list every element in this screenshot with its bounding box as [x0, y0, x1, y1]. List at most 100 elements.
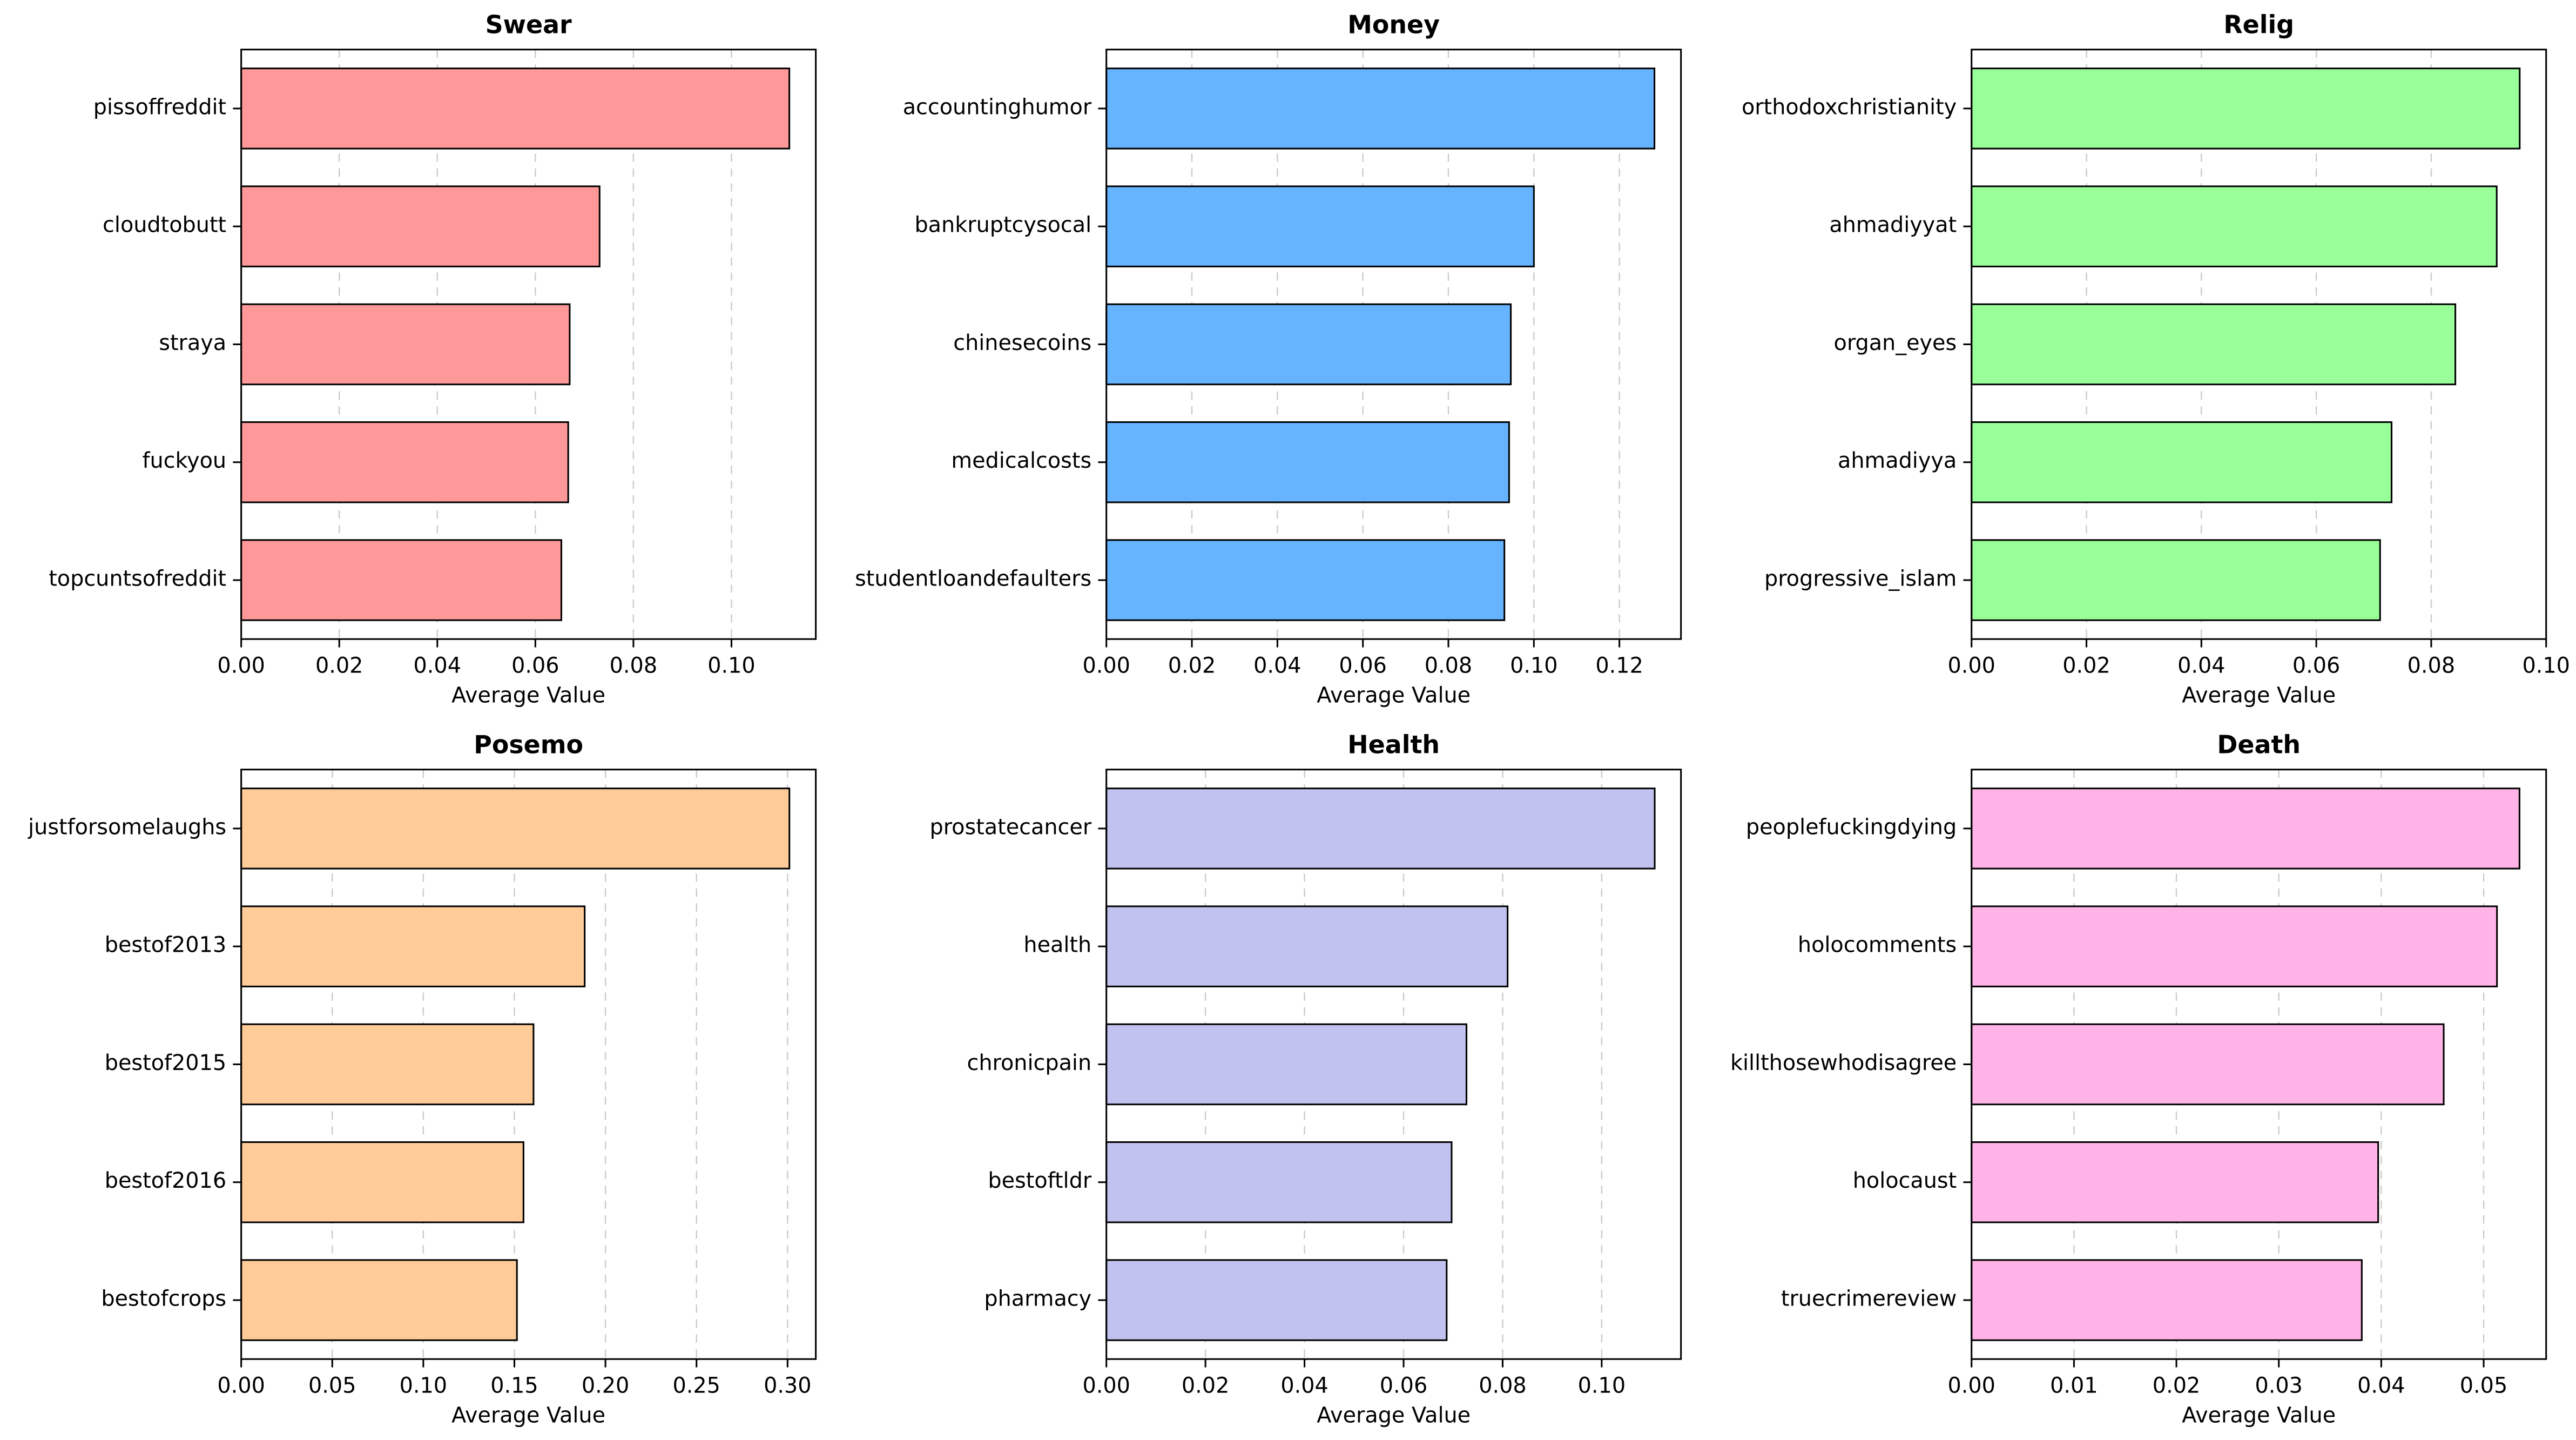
y-tick-label: bestoftldr: [988, 1168, 1091, 1193]
x-axis-label: Average Value: [1317, 1403, 1471, 1428]
x-tick-label: 0.06: [511, 654, 559, 678]
y-tick-label: justforsomelaughs: [28, 815, 226, 839]
bar: [1971, 1023, 2445, 1106]
y-tick-label: bestof2015: [105, 1051, 226, 1075]
bar: [1971, 1259, 2363, 1341]
bar: [240, 1141, 524, 1223]
x-tick-label: 0.04: [414, 654, 461, 678]
bar: [240, 1259, 518, 1341]
x-tick-label: 0.10: [707, 654, 755, 678]
x-tick-label: 0.05: [308, 1374, 356, 1398]
bar: [1105, 788, 1656, 870]
y-tick-label: straya: [159, 331, 226, 355]
x-tick-label: 0.25: [672, 1374, 720, 1398]
plot-frame: [240, 769, 817, 1360]
y-tick-label: studentloandefaulters: [855, 567, 1091, 591]
plot-frame: [1105, 769, 1682, 1360]
plot-frame: [240, 49, 817, 640]
bar: [1971, 68, 2521, 150]
x-tick-label: 0.08: [610, 654, 657, 678]
x-tick-label: 0.02: [1182, 1374, 1229, 1398]
y-tick-label: organ_eyes: [1834, 331, 1957, 355]
y-tick-label: ahmadiyyat: [1829, 213, 1957, 238]
bar: [1105, 68, 1656, 150]
y-tick-label: prostatecancer: [930, 815, 1092, 839]
y-tick-label: fuckyou: [143, 448, 227, 473]
x-tick-label: 0.10: [1510, 654, 1557, 678]
panel-title: Death: [2217, 730, 2301, 759]
y-tick-label: progressive_islam: [1764, 567, 1957, 591]
y-tick-label: health: [1023, 933, 1091, 958]
y-tick-label: truecrimereview: [1781, 1287, 1957, 1311]
panel-title: Money: [1347, 10, 1440, 39]
x-tick-label: 0.10: [400, 1374, 447, 1398]
x-tick-label: 0.04: [1253, 654, 1301, 678]
bar: [240, 539, 562, 621]
x-tick-label: 0.04: [2357, 1374, 2405, 1398]
x-tick-label: 0.06: [1380, 1374, 1427, 1398]
x-tick-label: 0.03: [2255, 1374, 2302, 1398]
bar: [1105, 185, 1535, 267]
y-tick-label: pharmacy: [984, 1287, 1091, 1311]
x-tick-label: 0.04: [1280, 1374, 1328, 1398]
y-tick-label: bankruptcysocal: [914, 213, 1091, 238]
x-axis-label: Average Value: [2182, 683, 2336, 708]
x-tick-label: 0.08: [2408, 654, 2455, 678]
x-tick-label: 0.02: [315, 654, 363, 678]
y-tick-label: medicalcosts: [951, 448, 1091, 473]
y-tick-label: peoplefuckingdying: [1746, 815, 1957, 839]
x-tick-label: 0.00: [217, 1374, 265, 1398]
y-tick-label: bestofcrops: [101, 1287, 226, 1311]
bar: [1105, 1259, 1448, 1341]
bar: [1105, 1141, 1453, 1223]
y-tick-label: chronicpain: [967, 1051, 1092, 1075]
x-tick-label: 0.02: [2062, 654, 2110, 678]
bar: [1105, 1023, 1468, 1106]
x-tick-label: 0.02: [2153, 1374, 2200, 1398]
bar: [240, 303, 571, 386]
x-tick-label: 0.20: [582, 1374, 629, 1398]
x-axis-label: Average Value: [451, 1403, 605, 1428]
bar: [1971, 539, 2381, 621]
y-tick-label: holocaust: [1853, 1168, 1957, 1193]
y-tick-label: bestof2016: [105, 1168, 226, 1193]
y-tick-label: chinesecoins: [953, 331, 1091, 355]
x-axis-label: Average Value: [451, 683, 605, 708]
bar: [1971, 905, 2498, 987]
plot-frame: [1971, 49, 2547, 640]
x-tick-label: 0.02: [1168, 654, 1216, 678]
x-tick-label: 0.12: [1595, 654, 1643, 678]
bar: [1105, 421, 1510, 503]
y-tick-label: killthosewhodisagree: [1730, 1051, 1957, 1075]
panel-title: Posemo: [474, 730, 583, 759]
bar: [1105, 905, 1509, 987]
y-tick-label: holocomments: [1798, 933, 1957, 958]
y-tick-label: cloudtobutt: [103, 213, 226, 238]
x-tick-label: 0.08: [1425, 654, 1472, 678]
x-tick-label: 0.04: [2177, 654, 2225, 678]
bar: [240, 185, 601, 267]
x-tick-label: 0.06: [1339, 654, 1386, 678]
bar: [1971, 185, 2498, 267]
x-tick-label: 0.15: [490, 1374, 538, 1398]
x-tick-label: 0.00: [217, 654, 265, 678]
y-tick-label: pissoffreddit: [93, 95, 226, 119]
bar: [240, 905, 586, 987]
x-axis-label: Average Value: [1317, 683, 1471, 708]
x-tick-label: 0.00: [1947, 1374, 1995, 1398]
x-tick-label: 0.06: [2292, 654, 2340, 678]
bar: [240, 68, 791, 150]
bar: [240, 421, 569, 503]
x-tick-label: 0.08: [1479, 1374, 1526, 1398]
x-tick-label: 0.00: [1082, 1374, 1130, 1398]
bar: [1971, 421, 2393, 503]
bar: [1971, 1141, 2379, 1223]
x-tick-label: 0.00: [1082, 654, 1130, 678]
x-tick-label: 0.05: [2460, 1374, 2507, 1398]
y-tick-label: topcuntsofreddit: [49, 567, 226, 591]
y-tick-label: bestof2013: [105, 933, 226, 958]
bar: [1105, 303, 1512, 386]
plot-frame: [1971, 769, 2547, 1360]
